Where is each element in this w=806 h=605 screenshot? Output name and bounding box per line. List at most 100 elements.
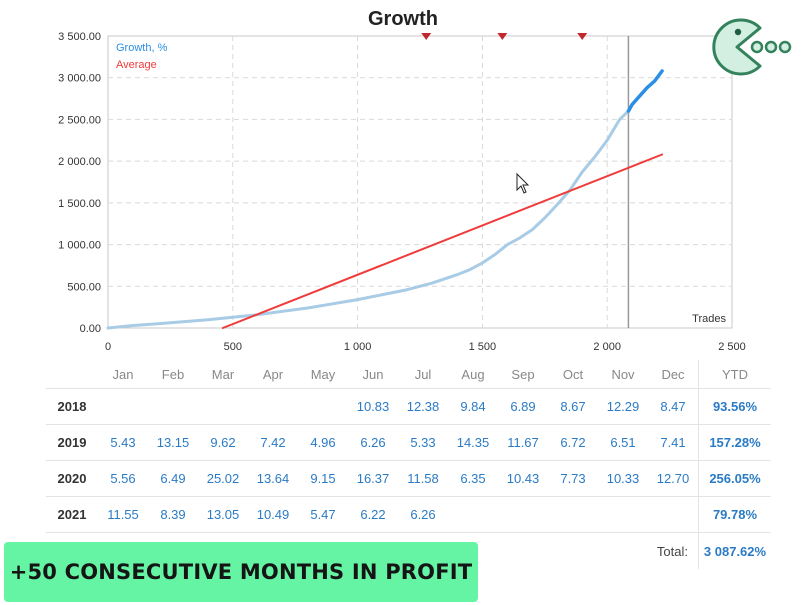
month-return-cell <box>198 388 248 425</box>
trade-marker <box>497 33 508 40</box>
profit-banner: +50 CONSECUTIVE MONTHS IN PROFIT <box>4 542 478 602</box>
x-tick-label: 500 <box>224 341 242 353</box>
ytd-cell: 79.78% <box>698 496 771 533</box>
month-return-cell: 11.67 <box>498 424 548 461</box>
column-header: May <box>298 360 348 389</box>
x-tick-label: 1 000 <box>344 341 372 353</box>
legend-average-label: Average <box>116 59 157 71</box>
mouse-cursor-icon <box>516 172 530 194</box>
column-header: Feb <box>148 360 198 389</box>
column-header: Apr <box>248 360 298 389</box>
month-return-cell <box>448 496 498 533</box>
month-return-cell: 12.38 <box>398 388 448 425</box>
column-header: Oct <box>548 360 598 389</box>
month-return-cell <box>298 388 348 425</box>
column-header <box>46 360 98 389</box>
pellet-icon <box>778 40 792 54</box>
pacman-icon <box>712 18 762 76</box>
pellet-icon <box>764 40 778 54</box>
month-return-cell: 8.47 <box>648 388 699 425</box>
trade-marker <box>577 33 588 40</box>
total-label: Total: <box>656 543 688 559</box>
month-return-cell: 7.73 <box>548 460 598 497</box>
month-return-cell <box>498 496 548 533</box>
month-return-cell: 13.05 <box>198 496 248 533</box>
table-row: 2021 11.55 8.39 13.05 10.49 5.47 6.22 6.26 79.78… <box>46 496 771 533</box>
month-return-cell: 5.56 <box>98 460 148 497</box>
month-return-cell: 25.02 <box>198 460 248 497</box>
pellet-icon <box>750 40 764 54</box>
pacman-eye-icon <box>734 28 742 36</box>
month-return-cell <box>98 388 148 425</box>
month-return-cell: 5.33 <box>398 424 448 461</box>
month-return-cell <box>548 496 598 533</box>
y-tick-label: 0.00 <box>80 323 101 335</box>
growth-recent-series-line <box>626 69 664 113</box>
ytd-cell: 93.56% <box>698 388 771 425</box>
year-cell: 2018 <box>46 388 98 425</box>
ytd-cell: 256.05% <box>698 460 771 497</box>
x-tick-label: 2 500 <box>718 341 746 353</box>
column-header: Aug <box>448 360 498 389</box>
month-return-cell: 6.22 <box>348 496 398 533</box>
month-return-cell: 9.62 <box>198 424 248 461</box>
total-row: Total: 3 087.62% <box>46 532 771 569</box>
legend-growth-label: Growth, % <box>116 42 168 54</box>
y-tick-label: 2 500.00 <box>58 114 101 126</box>
x-axis-label: Trades <box>692 313 726 325</box>
month-return-cell: 7.42 <box>248 424 298 461</box>
year-cell: 2021 <box>46 496 98 533</box>
month-return-cell: 6.35 <box>448 460 498 497</box>
month-return-cell: 9.15 <box>298 460 348 497</box>
y-tick-label: 2 000.00 <box>58 156 101 168</box>
month-return-cell: 10.33 <box>598 460 648 497</box>
month-return-cell: 10.43 <box>498 460 548 497</box>
total-value: 3 087.62% <box>698 532 771 569</box>
x-tick-label: 0 <box>105 341 111 353</box>
y-tick-label: 1 000.00 <box>58 240 101 252</box>
month-return-cell <box>648 496 699 533</box>
column-header: Mar <box>198 360 248 389</box>
month-return-cell: 10.83 <box>348 388 398 425</box>
month-return-cell: 7.41 <box>648 424 699 461</box>
y-tick-label: 3 000.00 <box>58 73 101 85</box>
trade-marker <box>421 33 432 40</box>
x-tick-label: 1 500 <box>469 341 497 353</box>
month-return-cell: 8.67 <box>548 388 598 425</box>
month-return-cell <box>598 496 648 533</box>
column-header: Nov <box>598 360 648 389</box>
year-cell: 2019 <box>46 424 98 461</box>
month-return-cell: 16.37 <box>348 460 398 497</box>
chart-title: Growth <box>368 8 438 30</box>
column-header: Jun <box>348 360 398 389</box>
average-series-line <box>221 153 664 329</box>
column-header: Jan <box>98 360 148 389</box>
column-header: Jul <box>398 360 448 389</box>
plot-frame <box>107 35 733 329</box>
month-return-cell: 5.47 <box>298 496 348 533</box>
month-return-cell: 13.64 <box>248 460 298 497</box>
month-return-cell: 6.89 <box>498 388 548 425</box>
monthly-returns-table: Jan Feb Mar Apr May Jun Jul Aug Sep Oct … <box>46 360 771 569</box>
month-return-cell: 14.35 <box>448 424 498 461</box>
y-tick-label: 3 500.00 <box>58 31 101 43</box>
ytd-cell: 157.28% <box>698 424 771 461</box>
month-return-cell: 9.84 <box>448 388 498 425</box>
x-tick-label: 2 000 <box>593 341 621 353</box>
y-tick-label: 1 500.00 <box>58 198 101 210</box>
month-return-cell: 12.29 <box>598 388 648 425</box>
table-header-row: Jan Feb Mar Apr May Jun Jul Aug Sep Oct … <box>46 360 771 389</box>
table-row: 2020 5.56 6.49 25.02 13.64 9.15 16.37 11.58 6.35… <box>46 460 771 497</box>
table-row: 2018 10.83 12.38 9.84 6.89 8.67 12.29 8.47 93.56… <box>46 388 771 425</box>
month-return-cell: 12.70 <box>648 460 699 497</box>
month-return-cell: 11.58 <box>398 460 448 497</box>
growth-series-line <box>106 109 630 330</box>
y-tick-label: 500.00 <box>67 281 101 293</box>
column-header: YTD <box>698 360 771 389</box>
month-return-cell: 6.26 <box>348 424 398 461</box>
growth-chart: 0 500 1 000 1 500 2 000 2 500 0.00 500.00 1 000.… <box>58 31 746 353</box>
month-return-cell <box>148 388 198 425</box>
month-return-cell: 6.26 <box>398 496 448 533</box>
month-return-cell: 6.72 <box>548 424 598 461</box>
column-header: Dec <box>648 360 699 389</box>
